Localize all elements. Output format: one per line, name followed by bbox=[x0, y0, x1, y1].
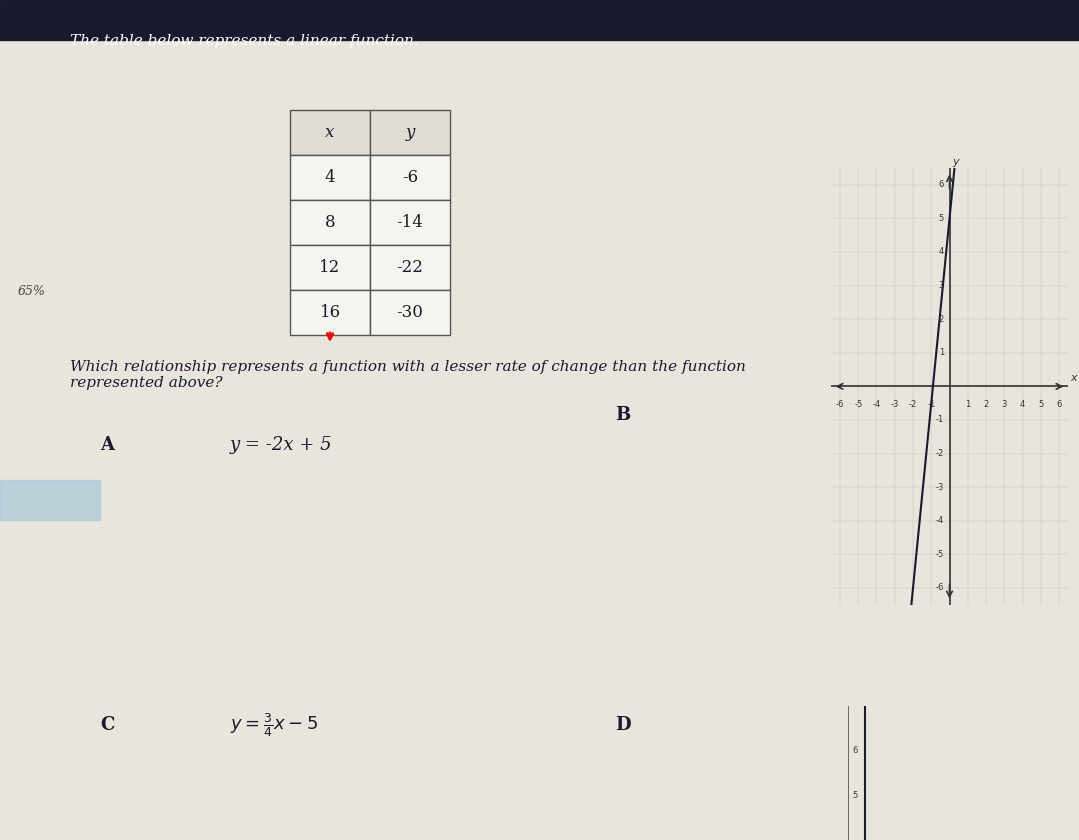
Bar bbox=[0, 480, 100, 520]
Text: 2: 2 bbox=[983, 400, 988, 409]
Text: -5: -5 bbox=[935, 550, 944, 559]
Text: 12: 12 bbox=[319, 259, 341, 276]
Text: A: A bbox=[100, 436, 114, 454]
Text: 6: 6 bbox=[1056, 400, 1062, 409]
Text: -6: -6 bbox=[836, 400, 844, 409]
Text: y: y bbox=[406, 124, 414, 141]
Text: x: x bbox=[1070, 373, 1077, 383]
Text: -3: -3 bbox=[890, 400, 899, 409]
Text: 5: 5 bbox=[852, 790, 858, 800]
Text: y: y bbox=[953, 156, 959, 166]
Text: -6: -6 bbox=[935, 584, 944, 592]
Bar bbox=[290, 110, 370, 155]
Text: -30: -30 bbox=[397, 304, 423, 321]
Bar bbox=[290, 245, 370, 290]
Bar bbox=[370, 155, 450, 200]
Text: -6: -6 bbox=[402, 169, 418, 186]
Bar bbox=[290, 155, 370, 200]
Text: 65%: 65% bbox=[18, 285, 46, 298]
Text: -1: -1 bbox=[935, 416, 944, 424]
Text: -3: -3 bbox=[935, 483, 944, 491]
Text: -4: -4 bbox=[872, 400, 880, 409]
Text: -1: -1 bbox=[927, 400, 935, 409]
Text: 8: 8 bbox=[325, 214, 336, 231]
Text: $y = \frac{3}{4}x - 5$: $y = \frac{3}{4}x - 5$ bbox=[230, 711, 318, 739]
Text: B: B bbox=[615, 406, 630, 424]
Text: C: C bbox=[100, 716, 114, 734]
Text: y = -2x + 5: y = -2x + 5 bbox=[230, 436, 332, 454]
Text: -5: -5 bbox=[855, 400, 862, 409]
Text: 16: 16 bbox=[319, 304, 341, 321]
Text: -2: -2 bbox=[909, 400, 917, 409]
Text: 1: 1 bbox=[939, 349, 944, 357]
Text: 5: 5 bbox=[939, 214, 944, 223]
Text: -14: -14 bbox=[397, 214, 423, 231]
Bar bbox=[370, 110, 450, 155]
Bar bbox=[370, 200, 450, 245]
Text: -2: -2 bbox=[935, 449, 944, 458]
Text: 3: 3 bbox=[939, 281, 944, 290]
Text: 4: 4 bbox=[939, 248, 944, 256]
Text: 1: 1 bbox=[965, 400, 970, 409]
Text: The table below represents a linear function.: The table below represents a linear func… bbox=[70, 34, 419, 48]
Bar bbox=[0, 0, 1079, 40]
Text: Which relationship represents a function with a lesser rate of change than the f: Which relationship represents a function… bbox=[70, 360, 746, 391]
Text: 6: 6 bbox=[939, 181, 944, 189]
Text: 3: 3 bbox=[1001, 400, 1007, 409]
Bar bbox=[290, 290, 370, 335]
Text: 4: 4 bbox=[1020, 400, 1025, 409]
Text: x: x bbox=[325, 124, 334, 141]
Text: -22: -22 bbox=[397, 259, 423, 276]
Bar bbox=[290, 200, 370, 245]
Bar bbox=[370, 290, 450, 335]
Text: 2: 2 bbox=[939, 315, 944, 323]
Text: 6: 6 bbox=[852, 746, 858, 755]
Text: 4: 4 bbox=[325, 169, 336, 186]
Text: -4: -4 bbox=[935, 517, 944, 525]
Text: D: D bbox=[615, 716, 630, 734]
Text: 5: 5 bbox=[1038, 400, 1043, 409]
Bar bbox=[370, 245, 450, 290]
